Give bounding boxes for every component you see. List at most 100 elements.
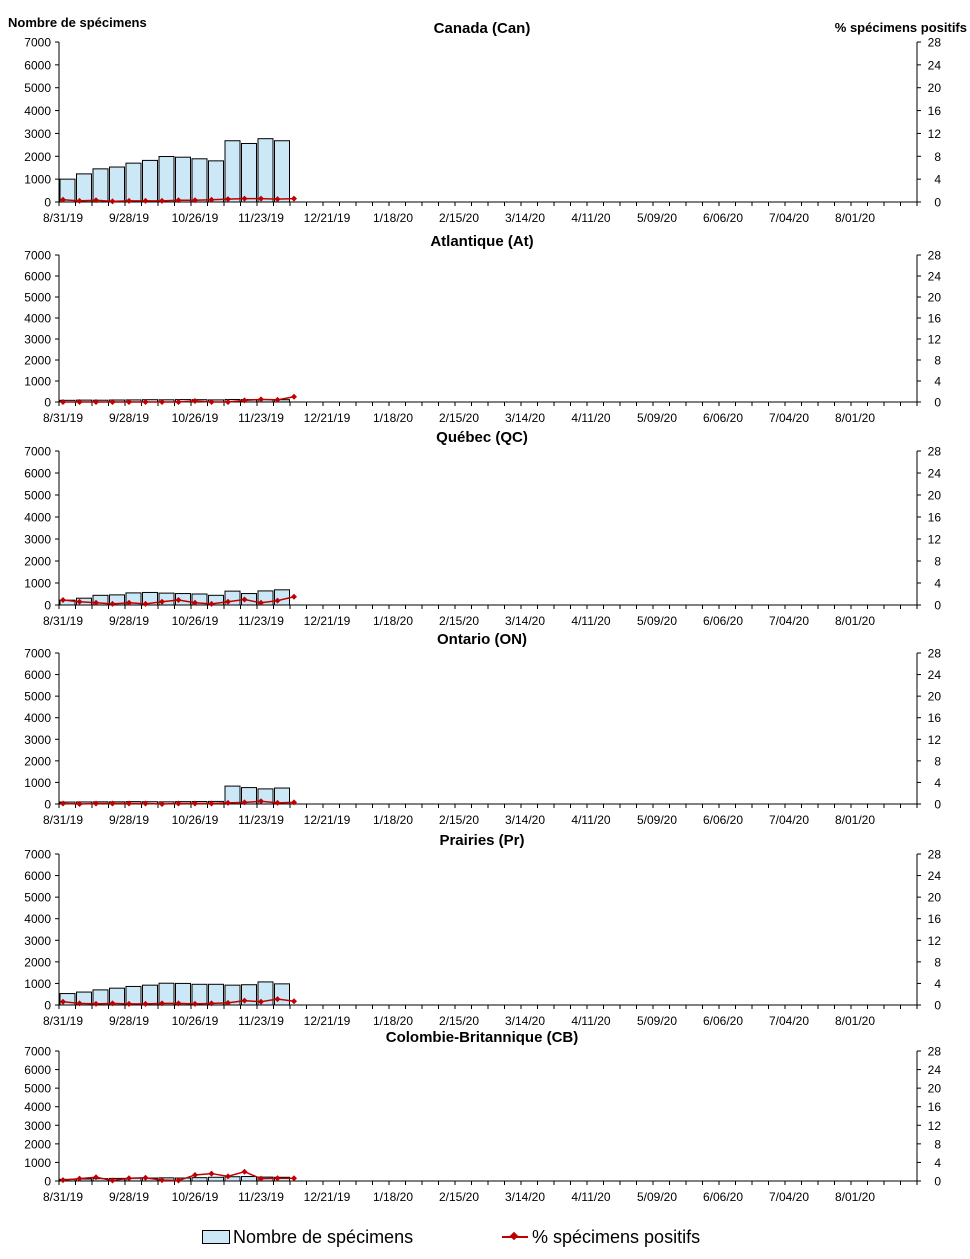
point-positive-pct bbox=[241, 799, 248, 806]
left-tick-label: 2000 bbox=[24, 754, 51, 768]
left-tick-label: 1000 bbox=[24, 173, 51, 187]
right-tick-label: 16 bbox=[928, 912, 942, 926]
left-tick-label: 5000 bbox=[24, 291, 51, 305]
x-tick-label: 3/14/20 bbox=[505, 411, 545, 425]
x-tick-label: 12/21/19 bbox=[304, 211, 351, 225]
legend-line-label: % spécimens positifs bbox=[532, 1226, 701, 1247]
left-tick-label: 3000 bbox=[24, 934, 51, 948]
x-tick-label: 10/26/19 bbox=[172, 813, 219, 827]
bar-specimens bbox=[158, 156, 175, 203]
right-tick-label: 0 bbox=[934, 396, 941, 410]
bar-specimens bbox=[109, 166, 125, 203]
right-tick-label: 12 bbox=[928, 934, 942, 948]
x-tick-label: 5/09/20 bbox=[637, 614, 677, 628]
point-positive-pct bbox=[159, 399, 165, 405]
point-positive-pct bbox=[175, 1000, 182, 1007]
point-positive-pct bbox=[60, 800, 66, 807]
bar-specimens bbox=[208, 1176, 224, 1182]
point-positive-pct bbox=[109, 399, 116, 405]
right-tick-label: 8 bbox=[934, 955, 941, 969]
point-positive-pct bbox=[291, 1175, 297, 1182]
point-positive-pct bbox=[142, 600, 149, 607]
point-positive-pct bbox=[192, 599, 198, 606]
chart-title: Canada (Can) bbox=[434, 20, 531, 37]
right-tick-label: 4 bbox=[934, 173, 941, 187]
right-tick-label: 20 bbox=[928, 891, 942, 905]
point-positive-pct bbox=[225, 598, 231, 605]
x-tick-label: 8/31/19 bbox=[43, 411, 83, 425]
right-tick-label: 8 bbox=[934, 150, 941, 164]
x-tick-label: 8/31/19 bbox=[43, 1190, 83, 1204]
x-tick-label: 8/31/19 bbox=[43, 211, 83, 225]
point-positive-pct bbox=[142, 1000, 149, 1007]
left-tick-label: 6000 bbox=[24, 58, 51, 72]
point-positive-pct bbox=[241, 397, 248, 404]
x-tick-label: 11/23/19 bbox=[238, 211, 284, 225]
left-tick-label: 7000 bbox=[24, 249, 51, 263]
left-tick-label: 5000 bbox=[24, 1082, 51, 1096]
point-positive-pct bbox=[192, 397, 198, 404]
x-tick-label: 2/15/20 bbox=[439, 1014, 479, 1028]
x-tick-label: 8/31/19 bbox=[43, 813, 83, 827]
x-tick-label: 8/31/19 bbox=[43, 614, 83, 628]
point-positive-pct bbox=[93, 197, 99, 204]
point-positive-pct bbox=[241, 997, 248, 1004]
point-positive-pct bbox=[159, 598, 165, 605]
right-tick-label: 8 bbox=[934, 354, 941, 368]
point-positive-pct bbox=[76, 1000, 83, 1007]
x-tick-label: 10/26/19 bbox=[172, 1190, 219, 1204]
left-tick-label: 6000 bbox=[24, 869, 51, 883]
right-tick-label: 16 bbox=[928, 104, 942, 118]
right-tick-label: 28 bbox=[928, 1045, 942, 1059]
right-tick-label: 24 bbox=[928, 467, 942, 481]
point-positive-pct bbox=[241, 195, 248, 202]
point-positive-pct bbox=[241, 596, 248, 603]
x-tick-label: 12/21/19 bbox=[304, 1190, 351, 1204]
point-positive-pct bbox=[274, 196, 281, 203]
x-tick-label: 11/23/19 bbox=[238, 813, 284, 827]
x-tick-label: 3/14/20 bbox=[505, 1190, 545, 1204]
right-tick-label: 12 bbox=[928, 533, 942, 547]
chart-title: Prairies (Pr) bbox=[439, 832, 524, 849]
right-tick-label: 20 bbox=[928, 690, 942, 704]
point-positive-pct bbox=[175, 197, 182, 204]
x-tick-label: 1/18/20 bbox=[373, 813, 413, 827]
point-positive-pct bbox=[208, 196, 215, 203]
right-tick-label: 16 bbox=[928, 511, 942, 525]
x-tick-label: 12/21/19 bbox=[304, 614, 351, 628]
point-positive-pct bbox=[93, 1000, 99, 1007]
right-tick-label: 28 bbox=[928, 848, 942, 862]
left-tick-label: 6000 bbox=[24, 668, 51, 682]
x-tick-label: 4/11/20 bbox=[571, 813, 610, 827]
x-tick-label: 8/01/20 bbox=[835, 614, 875, 628]
point-positive-pct bbox=[159, 1000, 165, 1007]
point-positive-pct bbox=[159, 197, 165, 204]
left-tick-label: 0 bbox=[44, 196, 51, 210]
x-tick-label: 5/09/20 bbox=[637, 1014, 677, 1028]
left-tick-label: 0 bbox=[44, 396, 51, 410]
point-positive-pct bbox=[258, 798, 264, 805]
x-tick-label: 7/04/20 bbox=[769, 614, 809, 628]
x-tick-label: 4/11/20 bbox=[571, 211, 610, 225]
legend-item-line: % spécimens positifs bbox=[502, 1224, 700, 1250]
bar-specimens bbox=[92, 168, 109, 203]
x-tick-label: 4/11/20 bbox=[571, 1190, 610, 1204]
point-positive-pct bbox=[159, 1177, 165, 1184]
point-positive-pct bbox=[60, 597, 66, 604]
point-positive-pct bbox=[109, 600, 116, 607]
right-tick-label: 24 bbox=[928, 869, 942, 883]
right-tick-label: 20 bbox=[928, 1082, 942, 1096]
point-positive-pct bbox=[274, 597, 281, 604]
left-tick-label: 1000 bbox=[24, 1156, 51, 1170]
x-tick-label: 9/28/19 bbox=[109, 614, 149, 628]
x-tick-label: 10/26/19 bbox=[172, 211, 219, 225]
point-positive-pct bbox=[274, 799, 281, 806]
point-positive-pct bbox=[109, 1000, 116, 1007]
point-positive-pct bbox=[109, 1177, 116, 1184]
x-tick-label: 6/06/20 bbox=[703, 813, 743, 827]
chart-title: Ontario (ON) bbox=[437, 631, 527, 648]
right-tick-label: 24 bbox=[928, 58, 942, 72]
legend-line-swatch bbox=[502, 1231, 528, 1243]
point-positive-pct bbox=[126, 399, 132, 405]
point-positive-pct bbox=[76, 399, 83, 405]
